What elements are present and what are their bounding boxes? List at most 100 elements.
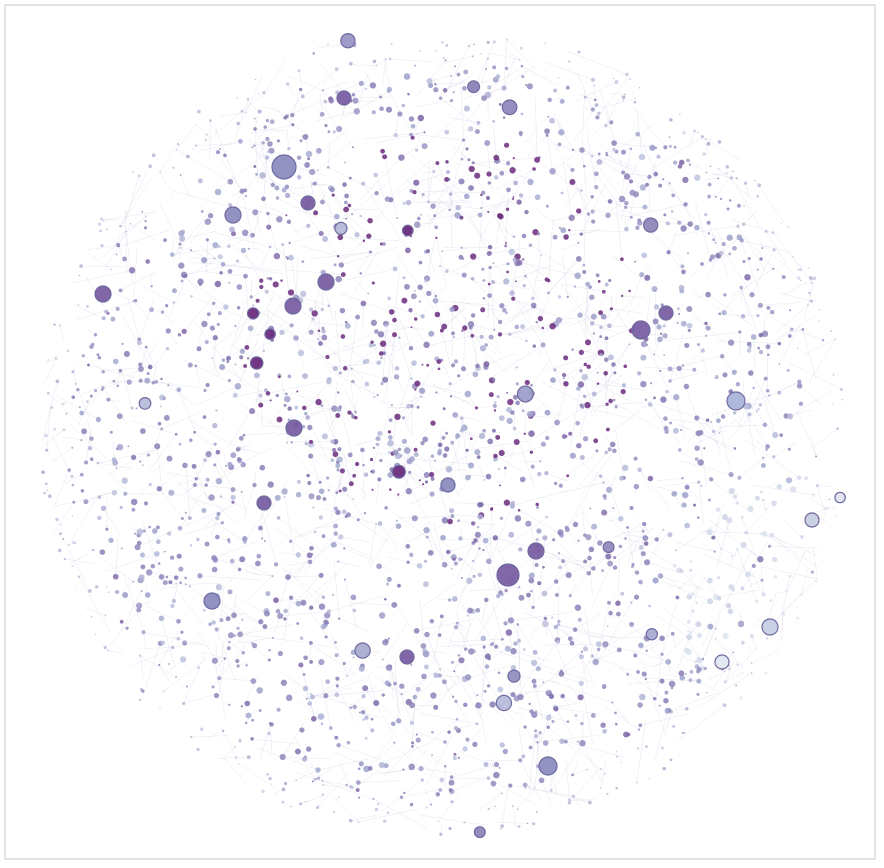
- graph-node: [540, 254, 542, 257]
- graph-node: [335, 491, 339, 495]
- graph-node: [197, 278, 204, 285]
- hub-node: [285, 419, 303, 437]
- graph-node: [483, 689, 487, 693]
- graph-node: [139, 654, 142, 657]
- graph-node: [428, 471, 435, 478]
- graph-node: [151, 153, 156, 158]
- graph-node: [467, 44, 471, 48]
- graph-node: [666, 250, 671, 255]
- graph-node: [71, 540, 76, 545]
- graph-node: [438, 96, 443, 101]
- graph-node: [444, 129, 450, 135]
- graph-edges: [40, 39, 842, 835]
- graph-node: [505, 38, 508, 41]
- graph-node: [836, 427, 839, 430]
- graph-node: [421, 143, 428, 150]
- graph-node: [180, 516, 184, 521]
- graph-node: [588, 285, 592, 289]
- graph-node: [122, 592, 129, 598]
- graph-node: [306, 223, 311, 229]
- graph-node: [591, 78, 595, 82]
- graph-node: [217, 254, 223, 260]
- graph-node: [498, 467, 501, 471]
- graph-node: [521, 75, 525, 79]
- graph-node: [801, 328, 805, 331]
- graph-node: [141, 464, 144, 467]
- graph-node: [215, 409, 218, 412]
- graph-node: [492, 262, 495, 265]
- graph-node: [288, 241, 291, 245]
- graph-node: [247, 247, 250, 251]
- graph-node: [607, 323, 612, 329]
- graph-node: [405, 488, 412, 495]
- graph-node: [324, 635, 328, 639]
- graph-node: [273, 562, 279, 567]
- graph-node: [721, 241, 726, 247]
- graph-node: [589, 294, 595, 300]
- graph-node: [667, 708, 672, 713]
- graph-node: [765, 344, 771, 350]
- graph-node: [620, 591, 625, 596]
- graph-node: [544, 409, 551, 416]
- graph-node: [621, 464, 629, 472]
- graph-node: [493, 401, 497, 404]
- graph-node: [552, 538, 556, 542]
- graph-node: [216, 511, 221, 517]
- graph-node: [581, 373, 589, 381]
- graph-node: [488, 334, 494, 340]
- graph-node: [629, 78, 631, 81]
- graph-node: [432, 169, 436, 174]
- graph-node: [139, 460, 142, 463]
- graph-node: [271, 636, 274, 640]
- graph-node: [781, 275, 786, 280]
- hub-node: [538, 756, 558, 776]
- graph-node: [758, 332, 764, 338]
- graph-node: [311, 310, 318, 317]
- graph-node: [797, 276, 801, 280]
- graph-node: [197, 573, 203, 579]
- graph-node: [318, 659, 325, 666]
- graph-node: [602, 481, 606, 485]
- graph-node: [193, 430, 196, 434]
- graph-node: [281, 787, 286, 792]
- graph-node: [99, 229, 102, 233]
- graph-node: [258, 393, 263, 398]
- graph-node: [730, 176, 734, 180]
- graph-node: [524, 274, 527, 278]
- graph-node: [377, 802, 380, 806]
- graph-node: [215, 150, 221, 155]
- graph-node: [407, 92, 410, 96]
- graph-node: [345, 783, 348, 787]
- graph-node: [727, 608, 734, 615]
- graph-node: [125, 230, 127, 233]
- graph-node: [262, 91, 266, 95]
- graph-node: [530, 464, 535, 469]
- graph-node: [506, 187, 511, 193]
- graph-node: [768, 544, 771, 548]
- graph-node: [810, 277, 814, 281]
- graph-node: [487, 293, 493, 299]
- graph-node: [286, 257, 289, 260]
- graph-node: [652, 318, 659, 325]
- graph-node: [824, 506, 828, 511]
- graph-node: [616, 755, 618, 758]
- graph-node: [236, 284, 243, 290]
- graph-node: [590, 209, 595, 214]
- graph-node: [492, 65, 497, 70]
- graph-node: [136, 602, 143, 609]
- graph-node: [211, 555, 217, 561]
- graph-node: [786, 413, 794, 420]
- graph-node: [756, 268, 759, 271]
- graph-node: [704, 212, 708, 217]
- graph-node: [297, 175, 302, 180]
- graph-node: [469, 437, 473, 441]
- graph-node: [469, 474, 472, 477]
- graph-node: [411, 360, 417, 366]
- graph-node: [503, 621, 508, 626]
- graph-node: [641, 252, 648, 259]
- graph-node: [266, 224, 272, 230]
- graph-node: [709, 165, 712, 168]
- graph-node: [453, 670, 456, 673]
- graph-node: [212, 422, 218, 429]
